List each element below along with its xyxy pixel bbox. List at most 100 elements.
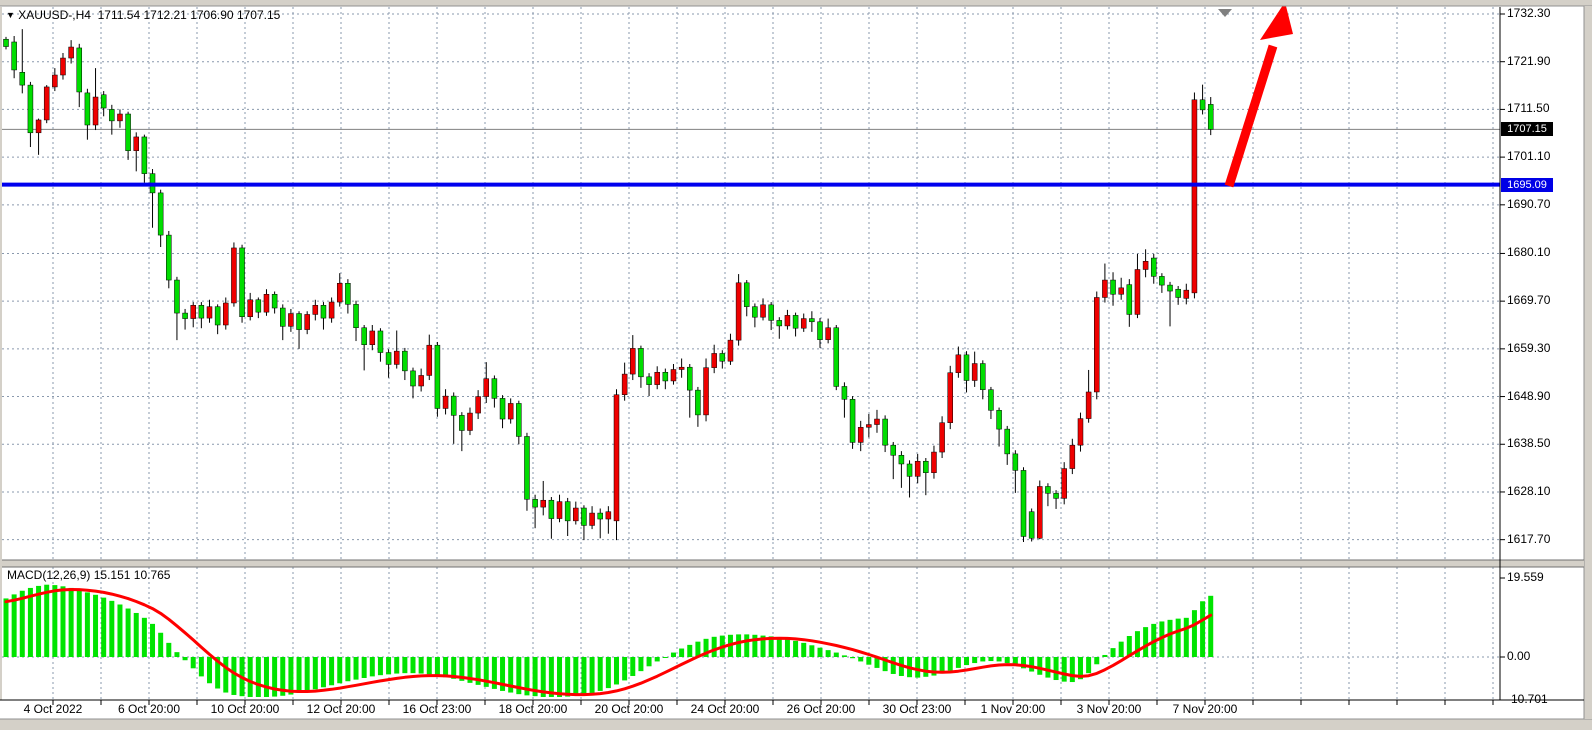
bear-candle xyxy=(27,84,34,134)
time-axis-label: 16 Oct 23:00 xyxy=(402,702,472,716)
bear-candle xyxy=(662,371,669,382)
macd-bar xyxy=(1191,610,1197,657)
bear-candle xyxy=(1110,279,1116,295)
macd-bar xyxy=(687,644,693,657)
quote-low: 1706.90 xyxy=(190,8,234,22)
macd-bar xyxy=(850,657,856,659)
macd-bar xyxy=(874,657,880,668)
macd-bar xyxy=(288,657,294,695)
bull-candle xyxy=(1183,289,1190,299)
symbol-dropdown-icon[interactable]: ▼ xyxy=(6,10,15,20)
macd-bar xyxy=(3,598,9,657)
price-axis-label: 1648.90 xyxy=(1507,388,1551,403)
time-axis-label: 7 Nov 20:00 xyxy=(1172,702,1238,716)
bull-candle xyxy=(263,294,270,313)
macd-bar xyxy=(695,641,701,657)
price-axis-label: 1711.50 xyxy=(1507,101,1550,116)
bear-candle xyxy=(182,312,188,319)
macd-main-value: 15.151 xyxy=(93,568,131,582)
macd-bar xyxy=(337,657,343,684)
macd-bar xyxy=(418,657,424,674)
bull-candle xyxy=(654,371,660,385)
bull-candle xyxy=(727,339,734,362)
macd-bar xyxy=(947,657,953,671)
macd-bar xyxy=(410,657,416,674)
bull-candle xyxy=(630,348,636,375)
macd-bar xyxy=(141,617,147,657)
bull-candle xyxy=(1069,444,1076,469)
macd-bar xyxy=(858,657,864,662)
macd-bar xyxy=(133,612,139,657)
current-price-badge: 1707.15 xyxy=(1501,122,1553,136)
bull-candle xyxy=(117,113,123,122)
bull-candle xyxy=(231,247,237,304)
macd-bar xyxy=(345,657,351,682)
macd-bar xyxy=(158,632,164,657)
macd-bar xyxy=(491,657,497,689)
macd-bar xyxy=(622,657,628,681)
macd-bar xyxy=(1045,657,1051,678)
bear-candle xyxy=(280,307,286,327)
macd-bar xyxy=(565,657,571,697)
macd-bar xyxy=(964,657,970,666)
macd-bar xyxy=(36,585,42,657)
macd-bar xyxy=(988,657,994,662)
bear-candle xyxy=(19,72,26,86)
bull-candle xyxy=(475,396,481,414)
macd-bar xyxy=(760,635,766,657)
bear-candle xyxy=(1045,486,1051,494)
symbol-timeframe: XAUUSD-,H4 xyxy=(18,8,91,22)
macd-bar xyxy=(890,657,896,674)
bear-candle xyxy=(1207,104,1214,130)
bear-candle xyxy=(524,436,530,500)
bull-candle xyxy=(328,301,335,319)
macd-bar xyxy=(589,657,595,693)
macd-axis-label: 19.559 xyxy=(1507,570,1544,584)
macd-bar xyxy=(931,657,937,676)
macd-bar xyxy=(296,657,302,693)
macd-axis-label: -10.701 xyxy=(1507,692,1548,706)
macd-bar xyxy=(101,597,107,657)
bear-candle xyxy=(752,306,758,318)
macd-bar xyxy=(752,634,758,657)
bear-candle xyxy=(1199,99,1206,111)
macd-bar xyxy=(190,657,196,669)
macd-bar xyxy=(394,657,400,674)
macd-bar xyxy=(1053,657,1059,681)
bear-candle xyxy=(548,499,555,519)
chart-shift-marker-icon xyxy=(1218,9,1232,17)
macd-bar xyxy=(817,647,823,657)
macd-bar xyxy=(443,657,449,678)
bear-candle xyxy=(100,94,107,109)
macd-bar xyxy=(915,657,921,678)
macd-bar xyxy=(744,634,750,657)
macd-bar xyxy=(434,657,440,676)
price-axis-label: 1701.10 xyxy=(1507,149,1551,164)
bull-candle xyxy=(1134,269,1141,315)
macd-bar xyxy=(1110,648,1116,657)
macd-indicator-label: MACD(12,26,9) 15.151 10.765 xyxy=(7,568,170,582)
macd-bar xyxy=(109,600,115,657)
bull-candle xyxy=(914,460,921,477)
bull-candle xyxy=(939,422,945,453)
macd-bar xyxy=(1208,595,1214,657)
macd-bar xyxy=(1094,657,1100,665)
bear-candle xyxy=(638,348,644,378)
macd-bar xyxy=(304,657,310,692)
macd-bar xyxy=(548,657,554,697)
bear-candle xyxy=(532,499,538,508)
bull-candle xyxy=(68,46,74,59)
bear-candle xyxy=(1028,511,1035,539)
bear-candle xyxy=(792,315,799,329)
macd-bar xyxy=(207,657,212,684)
macd-bar xyxy=(1086,657,1092,674)
macd-bar xyxy=(1004,657,1010,664)
bull-candle xyxy=(670,369,677,382)
bear-candle xyxy=(719,353,726,362)
bear-candle xyxy=(157,192,164,236)
bull-candle xyxy=(418,375,424,387)
bull-candle xyxy=(760,304,766,318)
macd-bar xyxy=(1183,617,1189,657)
macd-bar xyxy=(736,634,742,657)
